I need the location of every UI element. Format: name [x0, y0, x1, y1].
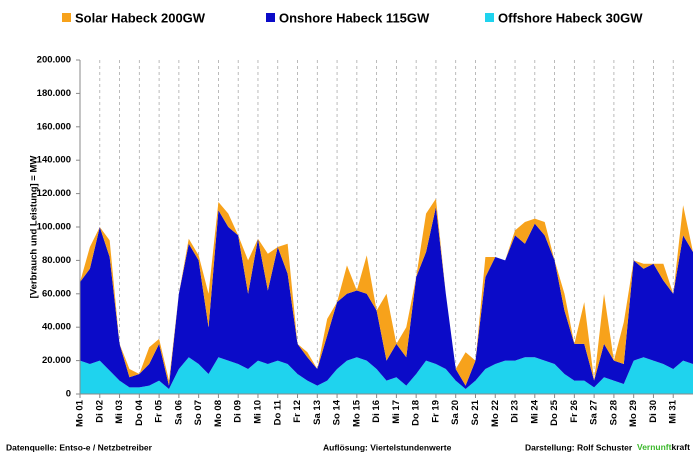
x-tick-label: So 07 [193, 400, 204, 425]
x-tick-label: Di 23 [510, 400, 521, 423]
x-tick-label: Di 16 [371, 400, 382, 423]
footer-author: Darstellung: Rolf Schuster [525, 442, 633, 452]
x-tick-label: Mo 15 [351, 399, 362, 427]
x-tick-label: Fr 19 [430, 400, 441, 423]
footer-resolution: Auflösung: Viertelstundenwerte [323, 442, 452, 452]
legend-label: Solar Habeck 200GW [75, 10, 206, 25]
x-tick-label: Mi 10 [252, 400, 263, 424]
x-tick-label: Mi 17 [391, 400, 402, 424]
x-tick-label: Sa 13 [312, 400, 323, 425]
y-tick-label: 40.000 [42, 322, 71, 333]
area [80, 357, 693, 394]
x-tick-label: Mi 24 [529, 399, 540, 423]
footer-brand: Vernunftkraft [637, 442, 690, 452]
y-tick-label: 100.000 [37, 222, 71, 233]
x-tick-label: Sa 06 [173, 400, 184, 425]
y-axis-label: [Verbrauch und Leistung] = MW [29, 156, 40, 299]
x-tick-label: Mo 01 [75, 399, 86, 427]
y-tick-label: 160.000 [37, 121, 71, 132]
x-tick-label: Mi 03 [114, 400, 125, 424]
legend-swatch [485, 13, 494, 22]
x-tick-label: Di 30 [648, 400, 659, 423]
y-tick-label: 80.000 [42, 255, 71, 266]
x-tick-label: Mo 08 [213, 400, 224, 427]
brand-black: kraft [671, 442, 690, 452]
x-tick-label: Do 04 [134, 399, 145, 426]
x-tick-label: Sa 20 [450, 400, 461, 425]
x-tick-label: Do 11 [272, 399, 283, 425]
legend-swatch [62, 13, 71, 22]
x-tick-label: Sa 27 [589, 400, 600, 425]
y-tick-label: 180.000 [37, 88, 71, 99]
x-tick-label: Fr 12 [292, 400, 303, 423]
y-tick-label: 200.000 [37, 55, 71, 66]
x-tick-label: Fr 05 [154, 399, 165, 422]
legend-label: Onshore Habeck 115GW [279, 10, 430, 25]
y-tick-label: 20.000 [42, 355, 71, 366]
brand-green: Vernunft [637, 442, 672, 452]
y-tick-label: 0 [66, 389, 71, 400]
x-tick-label: Mo 29 [628, 400, 639, 427]
legend-swatch [266, 13, 275, 22]
y-tick-label: 60.000 [42, 288, 71, 299]
footer-source: Datenquelle: Entso-e / Netzbetreiber [6, 442, 153, 452]
x-tick-label: Di 02 [94, 400, 105, 423]
x-tick-label: So 14 [332, 399, 343, 425]
x-tick-label: Mi 31 [668, 399, 679, 423]
x-tick-label: So 21 [470, 399, 481, 425]
x-tick-label: Do 18 [411, 400, 422, 426]
y-tick-label: 120.000 [37, 188, 71, 199]
x-tick-label: Do 25 [549, 399, 560, 426]
area [80, 206, 693, 389]
x-tick-label: Mo 22 [490, 400, 501, 427]
x-tick-label: Fr 26 [569, 400, 580, 423]
y-tick-label: 140.000 [37, 155, 71, 166]
x-tick-label: So 28 [608, 400, 619, 425]
legend-label: Offshore Habeck 30GW [498, 10, 643, 25]
x-tick-label: Di 09 [233, 400, 244, 423]
area [80, 198, 693, 386]
